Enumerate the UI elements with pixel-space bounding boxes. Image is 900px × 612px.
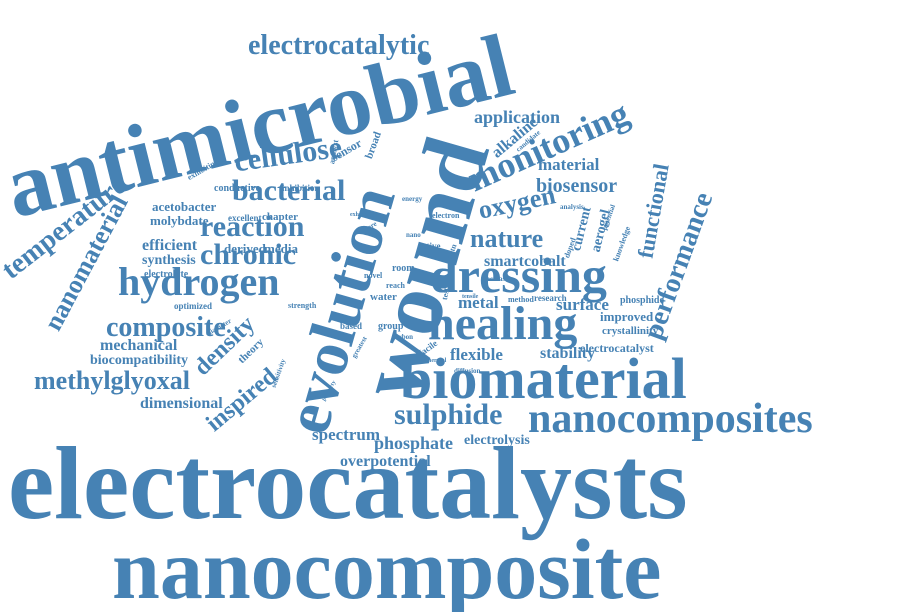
word-chapter: chapter — [262, 211, 299, 223]
word-carbon: carbon — [392, 333, 413, 341]
word-bacterial: bacterial — [232, 174, 346, 207]
word-biomaterial: biomaterial — [400, 346, 687, 411]
word-knowledge: knowledge — [611, 225, 633, 263]
word-nanocomposite: nanocomposite — [112, 521, 662, 612]
word-derived: derived — [224, 241, 266, 256]
word-nano: nano — [406, 231, 421, 239]
word-electron: electron — [432, 211, 460, 220]
word-stability: stability — [540, 345, 596, 362]
word-media: media — [264, 241, 298, 256]
word-chronic: chronic — [200, 238, 297, 271]
word-surface: surface — [556, 295, 609, 314]
word-group: group — [378, 321, 404, 332]
word-biocompatibility: biocompatibility — [90, 353, 189, 368]
word-hydrogen: hydrogen — [118, 259, 280, 304]
word-sulphide: sulphide — [394, 398, 503, 431]
word-molybdate: molybdate — [150, 213, 209, 228]
word-exhibit: exhibit — [350, 212, 368, 218]
word-material: material — [538, 155, 600, 174]
word-efficient: efficient — [142, 237, 198, 254]
word-active: active — [418, 241, 441, 251]
word-composite: composite — [106, 312, 226, 343]
word-method: method — [508, 295, 534, 304]
word-smartcobalt: smartcobalt — [484, 253, 566, 270]
word-overpotential: overpotential — [340, 453, 431, 470]
word-dressing: dressing — [430, 247, 607, 303]
word-reach: reach — [386, 281, 405, 290]
word-optimized: optimized — [174, 301, 212, 311]
word-mechanical: mechanical — [100, 337, 178, 354]
word-electrocatalyst: electrocatalyst — [580, 341, 654, 355]
word-conductive: conductive — [214, 183, 261, 194]
word-strength: strength — [288, 301, 317, 310]
word-synthesis: synthesis — [142, 253, 196, 268]
word-room: room — [392, 263, 415, 274]
word-phosphide: phosphide — [620, 295, 664, 306]
word-based: based — [340, 321, 363, 331]
word-tensile: tensile — [462, 294, 479, 300]
word-energy: energy — [402, 195, 423, 203]
word-vitro: vitro — [406, 296, 419, 302]
word-biosensor: biosensor — [536, 175, 618, 197]
word-improved: improved — [600, 309, 654, 324]
word-functional: functional — [632, 161, 674, 261]
word-electrolyte: electrolyte — [144, 269, 189, 280]
word-flexible: flexible — [450, 345, 503, 364]
word-novel: novel — [364, 271, 383, 280]
word-phosphate: phosphate — [374, 433, 454, 453]
word-crystallinity: crystallinity — [602, 325, 659, 337]
word-acetobacter: acetobacter — [152, 199, 217, 214]
word-electrocatalytic: electrocatalytic — [248, 30, 430, 61]
word-analysis: analysis — [560, 203, 584, 211]
word-electrolysis: electrolysis — [464, 433, 530, 448]
word-cost: cost — [422, 302, 432, 308]
word-methylglyoxal: methylglyoxal — [34, 366, 190, 395]
word-research: research — [534, 293, 567, 303]
word-nanocomposites: nanocomposites — [528, 396, 813, 442]
word-water: water — [370, 291, 397, 303]
word-potential: potential — [600, 203, 618, 232]
word-electrocatalysts: electrocatalysts — [8, 426, 688, 541]
word-excellent: excellent — [228, 213, 262, 223]
word-diffusion: diffusion — [454, 367, 481, 375]
word-metal: metal — [458, 293, 499, 312]
word-inhibition: inhibition — [282, 183, 320, 193]
word-spectrum: spectrum — [312, 425, 380, 444]
word-application: application — [474, 107, 561, 127]
word-reaction: reaction — [200, 210, 305, 243]
word-increase: increase — [484, 275, 509, 283]
word-dimensional: dimensional — [140, 395, 223, 412]
word-healing: healing — [428, 297, 578, 350]
word-nature: nature — [470, 224, 544, 253]
word-thermal: thermal — [426, 358, 447, 364]
